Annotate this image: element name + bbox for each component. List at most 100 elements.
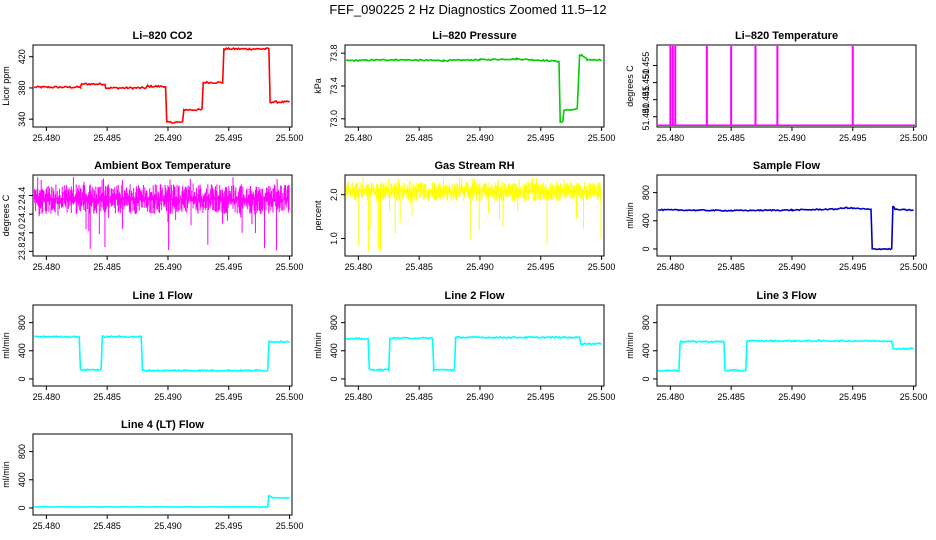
x-tick-label: 25.495: [839, 262, 867, 272]
series-line: [34, 46, 290, 125]
x-tick-label: 25.490: [154, 521, 182, 531]
series-line: [346, 53, 602, 123]
data-layer: [658, 46, 915, 126]
y-axis-label: ml/min: [313, 332, 323, 359]
x-tick-label: 25.500: [588, 262, 616, 272]
plot-frame: [32, 44, 293, 128]
y-tick-label: 400: [641, 213, 651, 228]
x-tick-label: 25.500: [276, 133, 304, 143]
x-tick-label: 25.490: [778, 262, 806, 272]
x-tick-label: 25.500: [588, 392, 616, 402]
y-tick-label: 1.0: [329, 232, 339, 245]
panel-title: Li–820 CO2: [133, 30, 193, 42]
chart-panel: Sample Flow ml/min 25.480 25.485 25.490 25.49…: [625, 160, 927, 272]
data-layer: [34, 46, 290, 125]
y-tick-label: 24.4: [17, 187, 27, 205]
y-tick-label: 73.0: [329, 110, 339, 128]
panel-title: Line 3 Flow: [757, 290, 817, 302]
x-tick-label: 25.480: [33, 392, 61, 402]
y-tick-label: 400: [17, 472, 27, 487]
chart-panel: Li–820 CO2 Licor ppm 25.480 25.485 25.490 25.…: [1, 30, 303, 143]
y-tick-label: 51.440: [641, 103, 651, 131]
plot-frame: [344, 304, 605, 387]
chart-panel: Line 3 Flow ml/min 25.480 25.485 25.490 25.49…: [625, 290, 927, 402]
x-tick-label: 25.500: [900, 262, 928, 272]
data-layer: [346, 53, 602, 123]
chart-panel: Li–820 Temperature degrees C 25.480 25.485 2…: [625, 30, 927, 143]
x-tick-label: 25.490: [778, 133, 806, 143]
x-tick-label: 25.500: [276, 262, 304, 272]
x-tick-label: 25.500: [900, 392, 928, 402]
y-tick-label: 73.4: [329, 77, 339, 95]
x-tick-label: 25.495: [215, 262, 243, 272]
y-tick-label: 51.455: [641, 52, 651, 80]
chart-panel: Line 4 (LT) Flow ml/min 25.480 25.485 25.490…: [1, 419, 303, 531]
y-axis-label: percent: [313, 200, 323, 231]
y-tick-label: 0: [329, 376, 339, 381]
x-tick-label: 25.490: [154, 392, 182, 402]
plot-frame: [656, 304, 917, 387]
data-layer: [346, 177, 602, 252]
x-tick-label: 25.485: [405, 392, 433, 402]
y-tick-label: 0: [641, 246, 651, 251]
x-tick-label: 25.480: [33, 521, 61, 531]
x-tick-label: 25.485: [717, 262, 745, 272]
y-tick-label: 2.0: [329, 188, 339, 201]
y-tick-label: 400: [641, 343, 651, 358]
y-tick-label: 800: [641, 315, 651, 330]
x-tick-label: 25.480: [657, 262, 685, 272]
x-tick-label: 25.485: [405, 133, 433, 143]
data-layer: [34, 177, 290, 251]
y-tick-label: 23.8: [17, 243, 27, 261]
y-tick-label: 24.2: [17, 205, 27, 223]
x-tick-label: 25.485: [93, 392, 121, 402]
x-tick-label: 25.495: [839, 133, 867, 143]
x-tick-label: 25.485: [93, 133, 121, 143]
plot-frame: [32, 304, 293, 387]
x-tick-label: 25.480: [657, 392, 685, 402]
y-tick-label: 800: [641, 185, 651, 200]
y-axis-label: degrees C: [1, 194, 11, 236]
plot-frame: [656, 174, 917, 257]
x-tick-label: 25.500: [276, 521, 304, 531]
x-tick-label: 25.485: [717, 133, 745, 143]
x-tick-label: 25.500: [900, 133, 928, 143]
panel-title: Line 1 Flow: [133, 290, 193, 302]
plot-frame: [344, 44, 605, 128]
x-tick-label: 25.485: [93, 262, 121, 272]
x-tick-label: 25.495: [215, 392, 243, 402]
panel-title: Gas Stream RH: [434, 160, 514, 172]
series-line: [658, 339, 914, 373]
plot-frame: [656, 44, 917, 128]
data-layer: [346, 335, 602, 373]
x-tick-label: 25.495: [527, 262, 555, 272]
x-tick-label: 25.500: [276, 392, 304, 402]
x-tick-label: 25.480: [345, 262, 373, 272]
series-line: [346, 335, 602, 373]
y-tick-label: 51.450: [641, 69, 651, 97]
plot-frame: [32, 174, 293, 257]
panel-title: Li–820 Pressure: [432, 30, 516, 42]
y-tick-label: 51.445: [641, 86, 651, 114]
y-tick-label: 420: [17, 49, 27, 64]
data-layer: [34, 494, 290, 508]
y-tick-label: 400: [17, 343, 27, 358]
series-band: [346, 177, 602, 252]
x-tick-label: 25.495: [527, 133, 555, 143]
panel-title: Ambient Box Temperature: [94, 160, 231, 172]
x-tick-label: 25.490: [154, 262, 182, 272]
x-tick-label: 25.495: [215, 133, 243, 143]
plot-frame: [344, 174, 605, 257]
x-tick-label: 25.480: [345, 133, 373, 143]
x-tick-label: 25.495: [215, 521, 243, 531]
data-layer: [658, 339, 914, 373]
y-tick-label: 24.0: [17, 224, 27, 242]
y-tick-label: 73.8: [329, 44, 339, 62]
x-tick-label: 25.485: [405, 262, 433, 272]
series-line: [34, 335, 290, 373]
y-axis-label: degrees C: [625, 65, 635, 107]
x-tick-label: 25.500: [588, 133, 616, 143]
y-axis-label: ml/min: [625, 332, 635, 359]
y-axis-label: ml/min: [625, 202, 635, 229]
